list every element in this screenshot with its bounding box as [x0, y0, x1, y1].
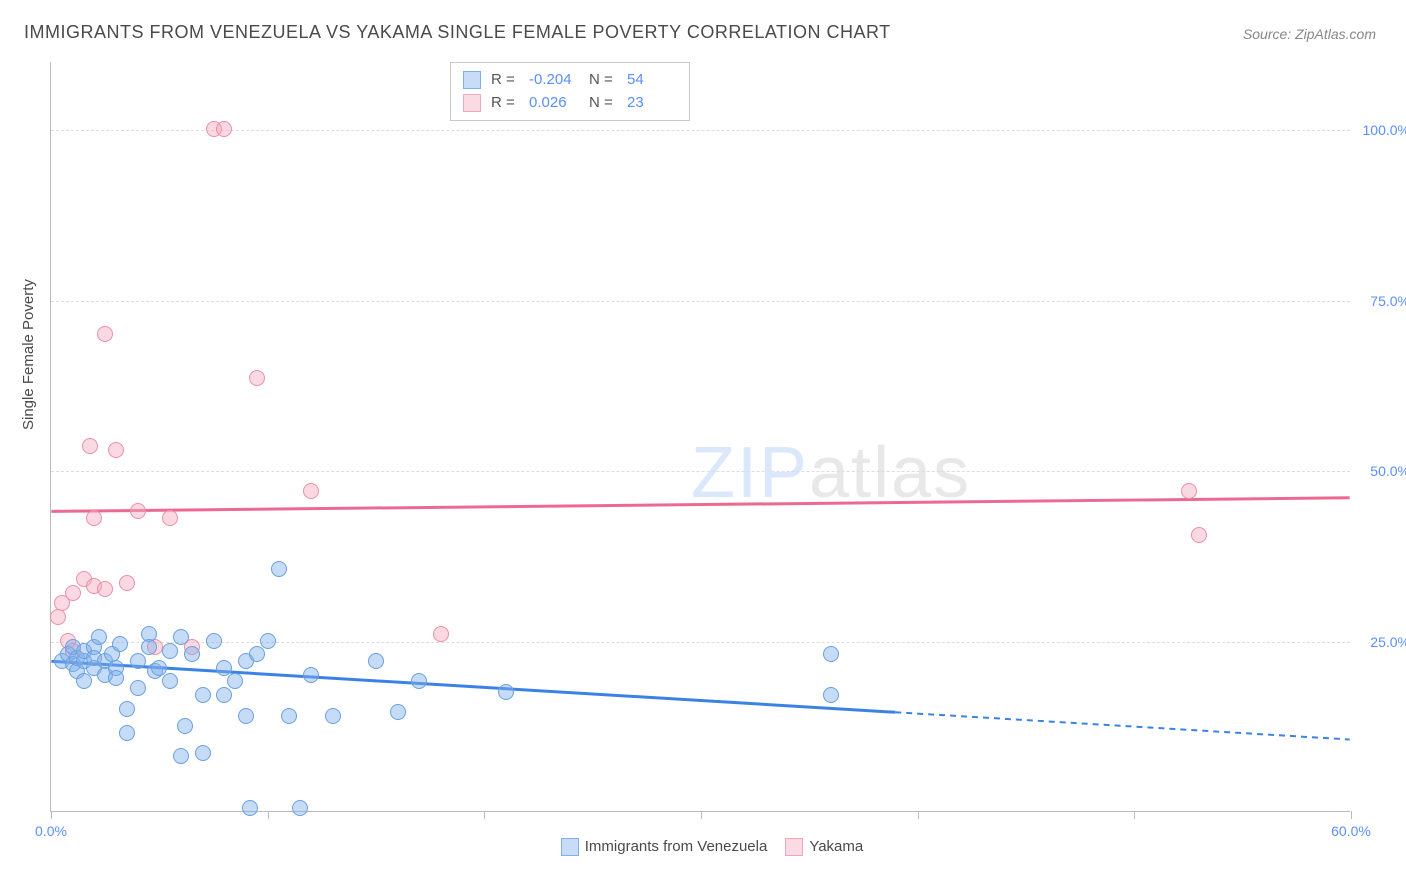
scatter-point: [119, 701, 135, 717]
x-tick: [1351, 811, 1352, 819]
legend-swatch: [463, 71, 481, 89]
scatter-point: [303, 483, 319, 499]
x-tick: [268, 811, 269, 819]
scatter-point: [249, 370, 265, 386]
y-tick-label: 50.0%: [1370, 463, 1406, 479]
legend-label: Yakama: [809, 838, 863, 855]
scatter-point: [303, 667, 319, 683]
n-value: 23: [627, 92, 677, 115]
scatter-point: [112, 636, 128, 652]
scatter-point: [119, 725, 135, 741]
y-tick-label: 25.0%: [1370, 634, 1406, 650]
scatter-point: [177, 718, 193, 734]
scatter-point: [162, 643, 178, 659]
trend-lines-layer: [51, 62, 1350, 811]
gridline: [51, 642, 1350, 643]
chart-title: IMMIGRANTS FROM VENEZUELA VS YAKAMA SING…: [24, 22, 891, 43]
trend-line: [51, 498, 1349, 512]
scatter-point: [216, 660, 232, 676]
scatter-point: [119, 575, 135, 591]
scatter-point: [173, 748, 189, 764]
scatter-point: [141, 639, 157, 655]
watermark-part2: atlas: [809, 433, 971, 513]
scatter-point: [823, 687, 839, 703]
gridline: [51, 130, 1350, 131]
scatter-point: [238, 708, 254, 724]
legend-label: Immigrants from Venezuela: [585, 838, 768, 855]
scatter-point: [130, 503, 146, 519]
scatter-point: [162, 510, 178, 526]
n-value: 54: [627, 69, 677, 92]
scatter-point: [173, 629, 189, 645]
x-tick: [918, 811, 919, 819]
y-tick-label: 100.0%: [1363, 122, 1406, 138]
scatter-point: [76, 673, 92, 689]
watermark-part1: ZIP: [691, 433, 809, 513]
scatter-point: [271, 561, 287, 577]
source-attribution: Source: ZipAtlas.com: [1243, 26, 1376, 42]
scatter-point: [325, 708, 341, 724]
scatter-point: [97, 326, 113, 342]
watermark: ZIPatlas: [691, 432, 971, 514]
scatter-point: [195, 745, 211, 761]
legend-swatch: [561, 838, 579, 856]
x-tick: [51, 811, 52, 819]
scatter-point: [97, 581, 113, 597]
y-axis-title: Single Female Poverty: [20, 279, 37, 430]
scatter-point: [195, 687, 211, 703]
legend-swatch: [463, 94, 481, 112]
y-tick-label: 75.0%: [1370, 293, 1406, 309]
scatter-point: [65, 585, 81, 601]
scatter-point: [368, 653, 384, 669]
scatter-point: [1191, 527, 1207, 543]
scatter-point: [823, 646, 839, 662]
r-value: 0.026: [529, 92, 579, 115]
scatter-point: [91, 629, 107, 645]
scatter-point: [82, 438, 98, 454]
legend-swatch: [785, 838, 803, 856]
scatter-point: [130, 653, 146, 669]
plot-area: ZIPatlas 25.0%50.0%75.0%100.0%0.0%60.0%: [50, 62, 1350, 812]
scatter-point: [50, 609, 66, 625]
scatter-point: [86, 510, 102, 526]
legend-stat-row: R = 0.026 N = 23: [463, 92, 677, 115]
scatter-point: [498, 684, 514, 700]
trend-line-dashed: [895, 712, 1349, 739]
scatter-point: [390, 704, 406, 720]
scatter-point: [216, 121, 232, 137]
scatter-point: [151, 660, 167, 676]
n-label: N =: [589, 69, 617, 92]
scatter-point: [130, 680, 146, 696]
scatter-point: [206, 633, 222, 649]
x-tick: [1134, 811, 1135, 819]
r-label: R =: [491, 69, 519, 92]
scatter-point: [227, 673, 243, 689]
scatter-point: [108, 670, 124, 686]
x-tick: [701, 811, 702, 819]
r-value: -0.204: [529, 69, 579, 92]
scatter-point: [249, 646, 265, 662]
x-tick-label: 0.0%: [35, 823, 67, 839]
n-label: N =: [589, 92, 617, 115]
x-tick-label: 60.0%: [1331, 823, 1371, 839]
legend-series: Immigrants from Venezuela Yakama: [0, 838, 1406, 856]
scatter-point: [108, 442, 124, 458]
scatter-point: [242, 800, 258, 816]
gridline: [51, 301, 1350, 302]
x-tick: [484, 811, 485, 819]
scatter-point: [1181, 483, 1197, 499]
r-label: R =: [491, 92, 519, 115]
scatter-point: [216, 687, 232, 703]
scatter-point: [162, 673, 178, 689]
gridline: [51, 471, 1350, 472]
scatter-point: [184, 646, 200, 662]
scatter-point: [281, 708, 297, 724]
scatter-point: [292, 800, 308, 816]
scatter-point: [260, 633, 276, 649]
legend-stat-row: R = -0.204 N = 54: [463, 69, 677, 92]
scatter-point: [411, 673, 427, 689]
trend-line: [51, 661, 895, 712]
scatter-point: [433, 626, 449, 642]
legend-correlation-stats: R = -0.204 N = 54 R = 0.026 N = 23: [450, 62, 690, 121]
